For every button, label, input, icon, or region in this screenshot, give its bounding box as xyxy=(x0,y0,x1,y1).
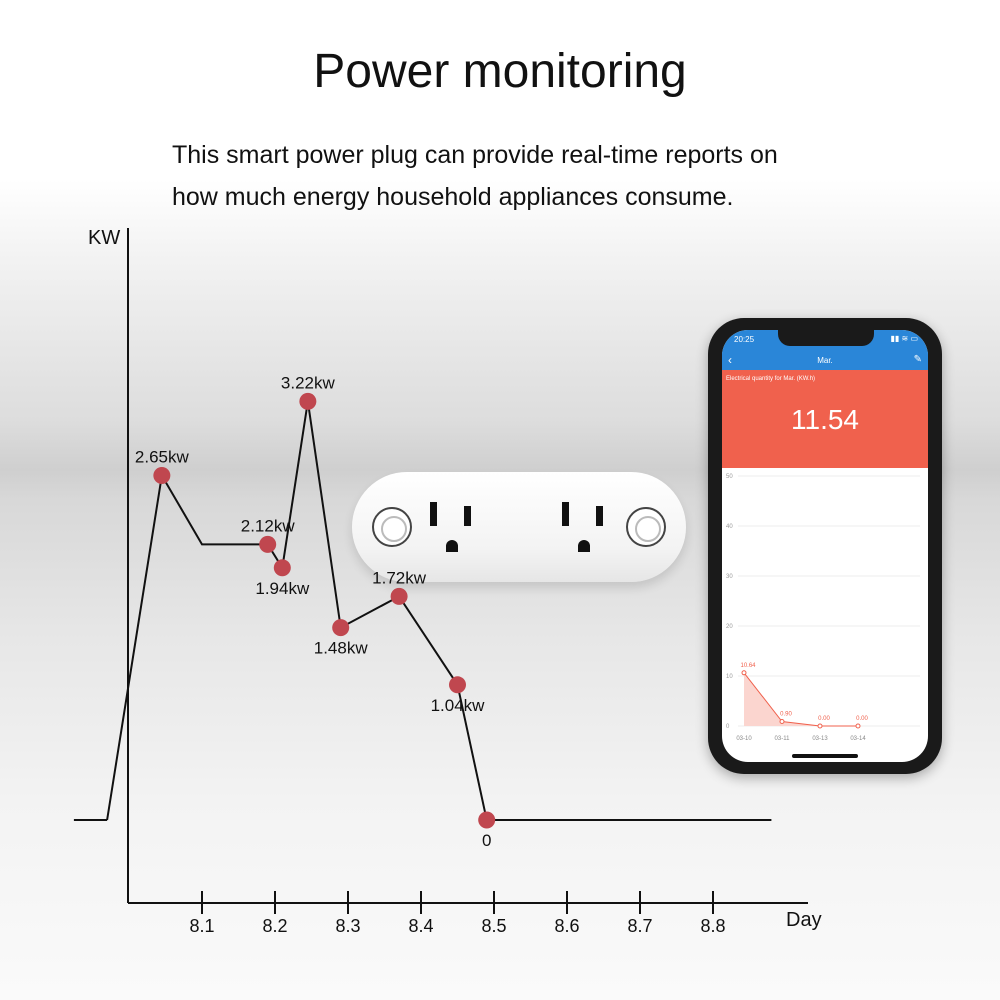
pencil-icon[interactable]: ✎ xyxy=(913,354,922,365)
data-label: 1.94kw xyxy=(255,579,310,598)
area-fill xyxy=(744,672,858,726)
subtitle-line-1: This smart power plug can provide real-t… xyxy=(172,141,778,169)
status-time: 20:25 xyxy=(734,335,755,344)
subtitle-line-2: how much energy household appliances con… xyxy=(172,183,734,211)
data-label: 1.72kw xyxy=(372,568,427,587)
data-point xyxy=(855,723,861,729)
data-label: 0.00 xyxy=(856,716,868,722)
x-tick-label: 8.3 xyxy=(335,916,360,936)
x-tick-label: 8.4 xyxy=(408,916,433,936)
data-label: 0.90 xyxy=(780,712,792,718)
outlet-slot xyxy=(562,502,569,526)
page-title: Power monitoring xyxy=(313,45,687,98)
signal-battery-icon: ▮▮ ≋ ▭ xyxy=(890,334,918,343)
nav-title: Mar. xyxy=(817,356,833,365)
data-label: 1.48kw xyxy=(314,639,369,658)
x-tick-label: 03-14 xyxy=(850,736,866,742)
plug-right-button-icon xyxy=(626,507,666,547)
area-line xyxy=(743,672,858,727)
data-point xyxy=(741,670,747,676)
plug-left-button-icon xyxy=(372,507,412,547)
energy-summary-panel: Electrical quantity for Mar. (KW.h) 11.5… xyxy=(722,370,928,468)
phone-screen: 20:25 ▮▮ ≋ ▭ ‹ Mar. ✎ Electrical quantit… xyxy=(722,330,928,762)
data-point xyxy=(817,723,823,729)
data-label: 2.65kw xyxy=(135,448,190,467)
home-indicator xyxy=(792,754,858,758)
summary-label: Electrical quantity for Mar. (KW.h) xyxy=(726,376,816,382)
x-tick-label: 03-11 xyxy=(775,736,791,742)
y-tick-label: 10 xyxy=(726,674,733,680)
chevron-left-icon[interactable]: ‹ xyxy=(728,353,732,367)
x-tick-label: 03-10 xyxy=(736,736,752,742)
data-point xyxy=(332,619,350,637)
y-tick-label: 20 xyxy=(726,624,733,630)
x-tick-label: 8.6 xyxy=(554,916,579,936)
data-point xyxy=(478,811,496,829)
y-tick-label: 50 xyxy=(726,474,733,480)
phone-notch xyxy=(778,330,874,346)
x-tick-label: 03-13 xyxy=(812,736,828,742)
smart-plug-image xyxy=(352,472,686,582)
monthly-energy-chart: 0 10 20 30 40 50 10.64 03-10 0.90 03-11 0.00 03-13 0… xyxy=(726,474,920,742)
data-point xyxy=(449,676,466,694)
x-tick-label: 8.8 xyxy=(700,916,725,936)
outlet-ground-hole xyxy=(578,540,590,552)
y-tick-label: 0 xyxy=(726,724,730,730)
y-tick-label: 40 xyxy=(726,524,733,530)
x-axis-label: Day xyxy=(786,909,822,931)
data-label: 10.64 xyxy=(740,663,756,669)
data-point xyxy=(259,535,277,553)
x-tick-label: 8.2 xyxy=(262,916,287,936)
data-label: 2.12kw xyxy=(241,516,296,535)
nav-bar: ‹ Mar. ✎ xyxy=(722,352,928,370)
outlet-slot xyxy=(464,506,471,526)
data-point xyxy=(273,559,291,577)
y-axis-label: KW xyxy=(88,227,120,249)
data-label: 1.04kw xyxy=(431,696,486,715)
data-label: 0.00 xyxy=(818,716,830,722)
data-point xyxy=(299,392,317,410)
y-tick-label: 30 xyxy=(726,574,733,580)
data-point xyxy=(390,587,408,605)
data-point xyxy=(779,719,785,724)
x-tick-label: 8.5 xyxy=(481,916,506,936)
outlet-slot xyxy=(596,506,603,526)
page-subtitle: This smart power plug can provide real-t… xyxy=(172,134,932,218)
outlet-slot xyxy=(430,502,437,526)
summary-value: 11.54 xyxy=(791,404,859,435)
phone-mockup: 20:25 ▮▮ ≋ ▭ ‹ Mar. ✎ Electrical quantit… xyxy=(708,318,942,774)
data-label: 3.22kw xyxy=(281,373,336,392)
outlet-ground-hole xyxy=(446,540,458,552)
series-line xyxy=(106,401,772,821)
x-tick-label: 8.7 xyxy=(627,916,652,936)
data-point xyxy=(153,467,171,484)
x-tick-label: 8.1 xyxy=(189,916,214,936)
data-label: 0 xyxy=(482,831,491,850)
